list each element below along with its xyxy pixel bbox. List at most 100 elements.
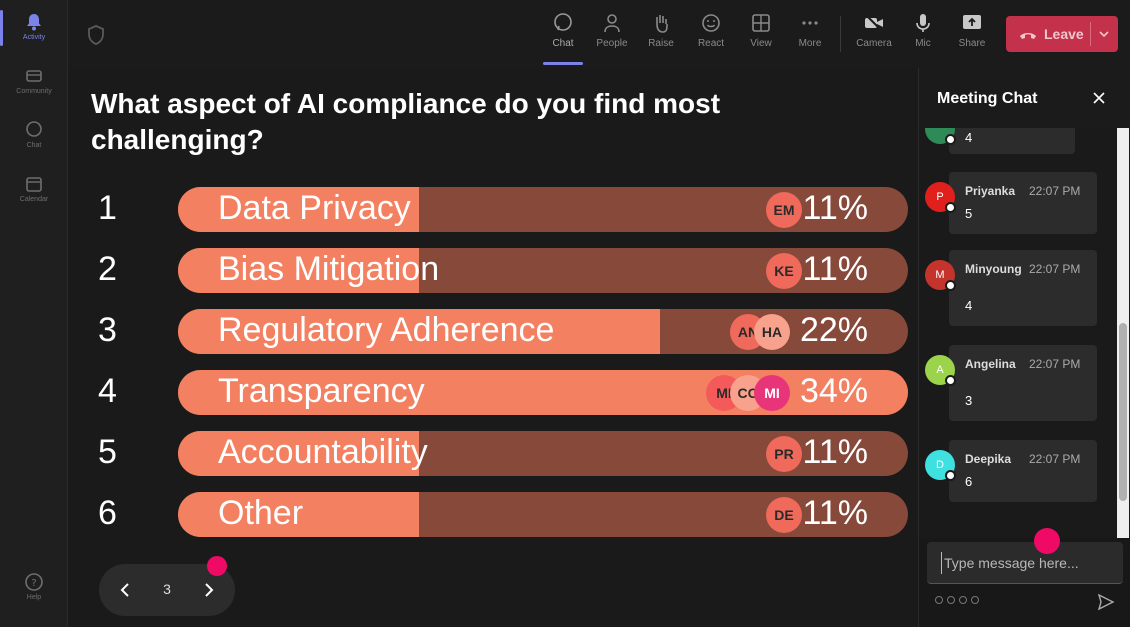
poll-option-fill [178,431,419,476]
poll-option-bar[interactable]: Other 11% DE [178,492,908,537]
format-icon[interactable] [935,596,943,604]
attach-icon[interactable] [947,596,955,604]
avatar-initial: M [935,269,945,281]
meeting-chat-panel: Meeting Chat 4 Priyanka 22:07 PM 5 P Minyoung… [918,68,1130,627]
phone-hangup-icon [1020,33,1036,39]
chat-message[interactable]: 4 [949,128,1075,154]
chevron-right-icon[interactable] [199,580,219,600]
presence-indicator [945,202,956,213]
view-button[interactable]: View [737,12,785,49]
poll-option-fill [178,248,419,293]
message-text: 4 [965,298,973,313]
message-sender: Priyanka [965,184,1016,198]
camera-button[interactable]: Camera [850,12,898,49]
react-button[interactable]: React [687,12,735,49]
poll-option-percent: 11% [802,433,868,471]
voter-avatar: HA [754,314,790,350]
rail-item-community[interactable]: Community [4,66,64,95]
rail-item-chat[interactable]: Chat [4,120,64,149]
svg-text:?: ? [31,578,36,589]
share-icon [963,15,981,29]
hand-icon [656,15,668,33]
message-time: 22:07 PM [1029,262,1081,276]
message-sender: Deepika [965,452,1012,466]
chat-message[interactable]: Minyoung 22:07 PM 4 [949,250,1097,326]
sender-avatar: A [925,355,956,386]
chat-button[interactable]: Chat [539,12,587,49]
help-icon: ? [25,573,43,591]
share-button[interactable]: Share [948,12,996,49]
message-time: 22:07 PM [1029,452,1081,466]
message-text: 4 [965,130,973,145]
message-time: 22:07 PM [1029,357,1081,371]
poll-option-bar[interactable]: Accountability 11% PR [178,431,908,476]
raise-hand-button[interactable]: Raise [637,12,685,49]
voter-avatar: MI [754,375,790,411]
option-number: 5 [98,433,117,471]
poll-option-label: Accountability [218,433,428,471]
rail-item-calendar[interactable]: Calendar [4,174,64,203]
rail-item-activity[interactable]: Activity [4,12,64,41]
message-text: 5 [965,206,973,221]
poll-option-label: Transparency [218,372,425,410]
chat-message-list[interactable]: 4 Priyanka 22:07 PM 5 P Minyoung 22:07 PM 4 M Ang… [919,128,1130,538]
chat-scrollbar[interactable] [1117,128,1129,538]
message-text: 3 [965,393,973,408]
mic-icon [916,14,930,32]
shield-icon [88,25,104,45]
toolbar-divider [840,16,841,52]
leave-divider [1090,22,1091,46]
more-button[interactable]: More [786,12,834,49]
calendar-icon [26,177,42,192]
more-icon [802,21,818,25]
chevron-left-icon[interactable] [115,580,135,600]
chat-message[interactable]: Priyanka 22:07 PM 5 [949,172,1097,234]
message-text: 6 [965,474,973,489]
option-number: 6 [98,494,117,532]
community-icon [26,70,42,82]
poll-option-percent: 22% [799,311,868,349]
poll-option-label: Regulatory Adherence [218,311,555,349]
poll-option-percent: 11% [802,189,868,227]
rail-item-help[interactable]: ? Help [4,572,64,601]
poll-option-label: Other [218,494,304,532]
message-input[interactable] [941,552,1111,574]
voter-avatar: KE [766,253,802,289]
poll-option-label: Bias Mitigation [218,250,440,288]
message-sender: Minyoung [965,262,1022,276]
poll-option-bar[interactable]: Regulatory Adherence 22% AN HA [178,309,908,354]
poll-option-bar[interactable]: Transparency 34% MI CO MI [178,370,908,415]
presence-indicator [945,470,956,481]
gif-icon[interactable] [971,596,979,604]
close-icon[interactable] [1091,90,1107,106]
sender-avatar: M [925,260,956,291]
mic-button[interactable]: Mic [899,12,947,49]
bell-icon [27,14,41,31]
people-button[interactable]: People [588,12,636,49]
poll-option-percent: 11% [802,250,868,288]
poll-option-bar[interactable]: Data Privacy 11% EM [178,187,908,232]
pointer-dot [207,556,227,576]
chat-header: Meeting Chat [919,68,1130,128]
poll-question: What aspect of AI compliance do you find… [91,88,721,155]
chat-title: Meeting Chat [937,90,1038,107]
scrollbar-thumb[interactable] [1119,323,1127,501]
option-number: 1 [98,189,117,227]
sender-avatar: D [925,450,956,481]
app-rail: Activity Community Chat Calendar ? Help [0,0,68,627]
chat-message[interactable]: Angelina 22:07 PM 3 [949,345,1097,421]
leave-button[interactable]: Leave [1006,16,1118,52]
poll-option-percent: 11% [802,494,868,532]
message-composer [927,542,1123,584]
smiley-icon [702,14,720,32]
poll-option-bar[interactable]: Bias Mitigation 11% KE [178,248,908,293]
chevron-down-icon[interactable] [1098,28,1110,40]
composer-tools [935,596,979,604]
voter-avatar: PR [766,436,802,472]
send-icon[interactable] [1097,593,1115,611]
pointer-dot [1034,528,1060,554]
poll-option-fill [178,309,660,354]
chat-message[interactable]: Deepika 22:07 PM 6 [949,440,1097,502]
emoji-icon[interactable] [959,596,967,604]
poll-option-percent: 34% [799,372,868,410]
